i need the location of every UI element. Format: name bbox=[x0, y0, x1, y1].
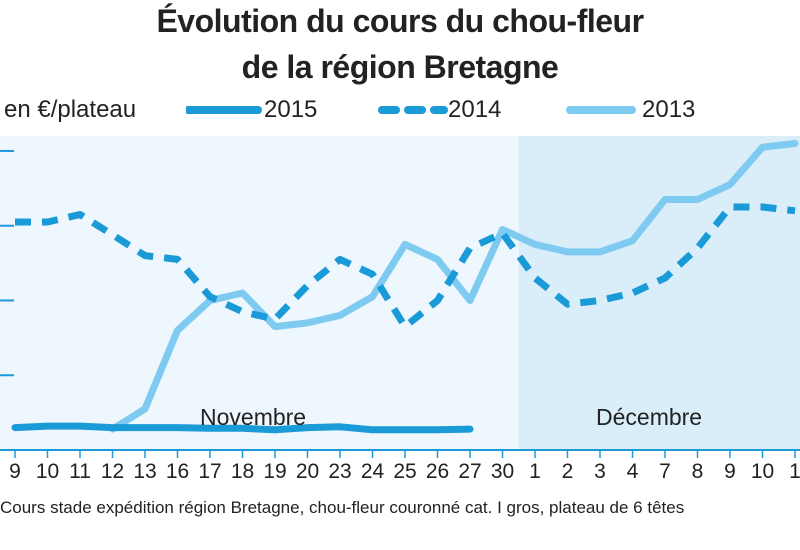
x-tick-label: 11 bbox=[69, 460, 91, 483]
x-tick-label: 23 bbox=[328, 460, 351, 483]
x-tick-label: 25 bbox=[393, 460, 416, 483]
series-line-2014 bbox=[15, 203, 796, 331]
series-line-2015 bbox=[11, 422, 474, 434]
x-tick-label: 24 bbox=[361, 460, 385, 483]
x-tick-label: 7 bbox=[659, 460, 671, 483]
x-tick-label: 18 bbox=[231, 460, 254, 483]
x-tick-label: 12 bbox=[101, 460, 124, 483]
x-tick-label: 10 bbox=[36, 460, 59, 483]
x-tick-label: 26 bbox=[426, 460, 449, 483]
x-tick-label: 13 bbox=[133, 460, 156, 483]
x-tick-label: 27 bbox=[458, 460, 481, 483]
chart-title-line-2: de la région Bretagne bbox=[241, 49, 559, 85]
x-tick-label: 10 bbox=[751, 460, 774, 483]
legend-label-2013: 2013 bbox=[642, 96, 696, 123]
x-tick-label: 9 bbox=[724, 460, 736, 483]
legend-label-2014: 2014 bbox=[448, 96, 502, 123]
legend-swatch-2015 bbox=[186, 106, 262, 114]
x-tick-label: 1 bbox=[529, 460, 541, 483]
legend-label-2015: 2015 bbox=[264, 96, 318, 123]
y-axis-unit-label: en €/plateau bbox=[4, 96, 137, 123]
month-label-novembre: Novembre bbox=[200, 404, 307, 430]
x-tick-label: 19 bbox=[263, 460, 286, 483]
legend-swatch-2013 bbox=[566, 106, 636, 114]
x-tick-label: 20 bbox=[296, 460, 319, 483]
x-tick-label: 17 bbox=[198, 460, 221, 483]
x-tick-label: 8 bbox=[692, 460, 704, 483]
panel-decembre bbox=[518, 136, 800, 450]
chart-title-line-1: Évolution du cours du chou-fleur bbox=[156, 3, 644, 39]
month-label-decembre: Décembre bbox=[596, 404, 703, 430]
legend-swatch-2014 bbox=[378, 106, 448, 114]
x-tick-label: 3 bbox=[594, 460, 606, 483]
x-tick-label: 4 bbox=[627, 460, 639, 483]
x-tick-label: 1 bbox=[789, 460, 800, 483]
x-tick-label: 16 bbox=[166, 460, 189, 483]
x-tick-label: 30 bbox=[491, 460, 514, 483]
x-tick-label: 9 bbox=[9, 460, 21, 483]
chart-footnote: Cours stade expédition région Bretagne, … bbox=[0, 498, 685, 517]
x-tick-label: 2 bbox=[562, 460, 574, 483]
panel-novembre bbox=[0, 136, 519, 450]
